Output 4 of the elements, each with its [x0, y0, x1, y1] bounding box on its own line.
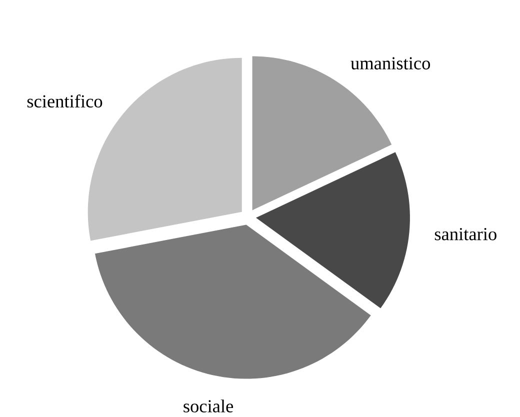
- slice-label: sociale: [184, 400, 234, 412]
- slice-label: umanistico: [350, 57, 430, 70]
- slice-label: sanitario: [434, 228, 496, 240]
- slice-label: scientifico: [27, 94, 102, 108]
